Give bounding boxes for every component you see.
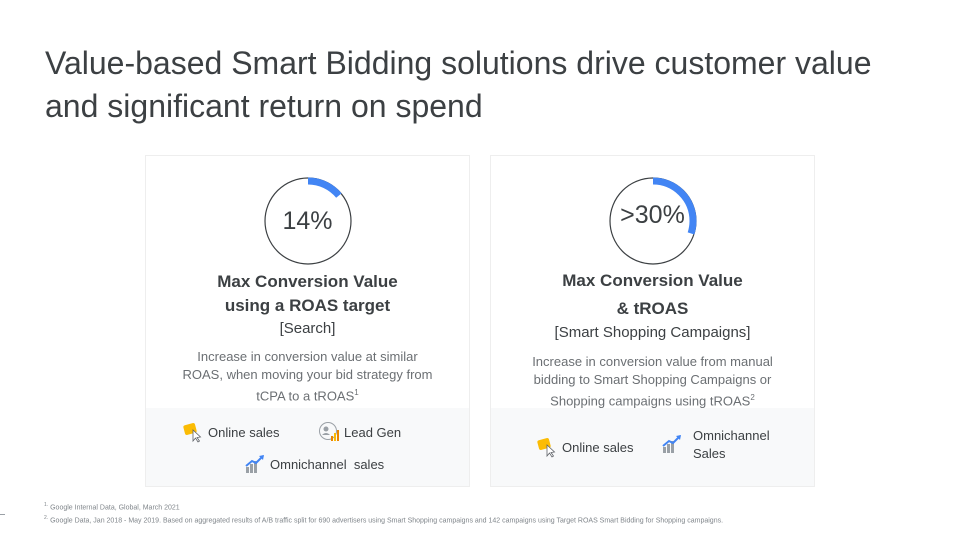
card-title-line2: using a ROAS target — [224, 296, 391, 315]
desc-line: Increase in conversion value from manual — [532, 354, 773, 369]
omnichannel-chart-icon — [244, 453, 266, 475]
progress-ring-icon — [608, 177, 697, 265]
footnote-ref: 1 — [354, 388, 359, 397]
card-title-line1: Max Conversion Value — [562, 271, 743, 290]
stat-card-search: 14% Max Conversion Value using a ROAS ta… — [145, 155, 470, 487]
tag-lead-gen: Lead Gen — [318, 421, 401, 443]
tag-omnichannel-sales: Omnichannel Sales — [661, 427, 770, 463]
percent-ring: 14% — [262, 175, 354, 267]
cart-cursor-icon — [182, 421, 204, 443]
card-subtitle: [Smart Shopping Campaigns] — [554, 324, 751, 341]
footnote-1: 1. Google Internal Data, Global, March 2… — [44, 502, 180, 512]
tag-omnichannel-sales: Omnichannel sales — [244, 453, 384, 475]
desc-line: bidding to Smart Shopping Campaigns or — [533, 372, 772, 387]
card-description: Increase in conversion value at similar … — [146, 348, 469, 405]
tag-online-sales: Online sales — [536, 436, 634, 458]
tag-label: Online sales — [562, 439, 634, 455]
desc-line: tCPA to a tROAS1 — [256, 388, 359, 404]
card-description: Increase in conversion value from manual… — [491, 353, 814, 410]
card-title-line1: Max Conversion Value — [217, 272, 398, 291]
tag-area: Online sales Lead Gen — [146, 408, 469, 486]
tag-label: Lead Gen — [344, 424, 402, 440]
desc-line: ROAS, when moving your bid strategy from — [182, 367, 433, 382]
progress-arc — [609, 177, 696, 265]
percent-value: 14% — [282, 206, 333, 235]
progress-arc — [264, 177, 351, 265]
progress-ring-icon — [263, 177, 352, 265]
footnote-2: 2. Google Data, Jan 2018 - May 2019. Bas… — [44, 515, 724, 525]
desc-line: Increase in conversion value at similar — [197, 349, 418, 364]
cart-cursor-icon — [536, 436, 558, 458]
slide-title: Value-based Smart Bidding solutions driv… — [45, 45, 872, 124]
tag-area: Online sales Omnichannel Sales — [491, 408, 814, 486]
desc-line: Shopping campaigns using tROAS2 — [550, 393, 755, 409]
percent-value: >30% — [620, 201, 685, 229]
tag-online-sales: Online sales — [182, 421, 280, 443]
card-subtitle: [Search] — [279, 320, 336, 337]
tag-label: Omnichannel Sales — [693, 428, 770, 461]
divider — [0, 514, 5, 515]
lead-gen-icon — [318, 421, 340, 443]
card-title-line2: & tROAS — [616, 299, 689, 318]
tag-label: Omnichannel sales — [270, 456, 385, 472]
footnotes: 1. Google Internal Data, Global, March 2… — [44, 500, 723, 527]
stat-card-smart-shopping: >30% Max Conversion Value & tROAS [Smart… — [490, 155, 815, 487]
percent-ring: >30% — [607, 175, 699, 267]
omnichannel-chart-icon — [661, 433, 683, 455]
footnote-ref: 2 — [750, 393, 755, 402]
tag-label: Online sales — [208, 424, 280, 440]
